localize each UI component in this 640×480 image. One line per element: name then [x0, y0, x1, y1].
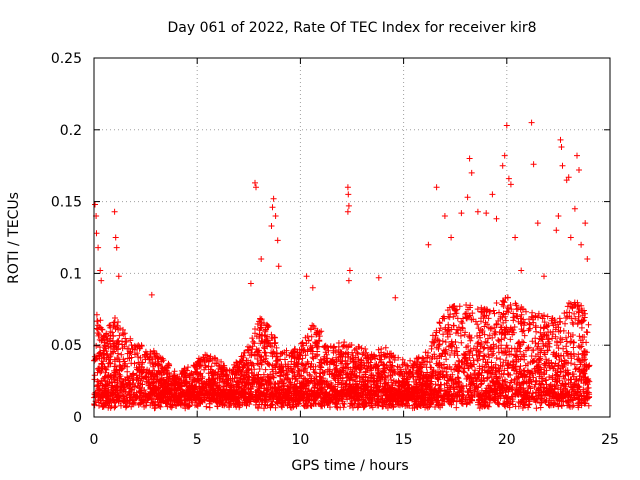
x-tick-label: 20 — [498, 432, 516, 448]
x-tick-label: 15 — [395, 432, 413, 448]
x-tick-label: 10 — [291, 432, 309, 448]
chart-title: Day 061 of 2022, Rate Of TEC Index for r… — [167, 20, 536, 36]
y-axis-label: ROTI / TECUs — [6, 192, 22, 284]
y-tick-label: 0.1 — [60, 266, 82, 282]
x-axis-label: GPS time / hours — [291, 458, 408, 474]
y-tick-labels: 0 0.05 0.1 0.15 0.2 0.25 — [51, 51, 82, 426]
x-tick-label: 5 — [193, 432, 202, 448]
plot-frame — [93, 57, 611, 418]
x-tick-labels: 0 5 10 15 20 25 — [90, 432, 619, 448]
y-tick-label: 0.15 — [51, 195, 82, 211]
y-tick-label: 0.05 — [51, 338, 82, 354]
y-tick-label: 0.2 — [60, 123, 82, 139]
x-tick-label: 25 — [601, 432, 619, 448]
data-points — [91, 119, 593, 412]
roti-points — [91, 119, 593, 412]
y-tick-label: 0 — [73, 410, 82, 426]
y-tick-label: 0.25 — [51, 51, 82, 67]
x-tick-label: 0 — [90, 432, 99, 448]
axis-ticks — [93, 57, 611, 418]
